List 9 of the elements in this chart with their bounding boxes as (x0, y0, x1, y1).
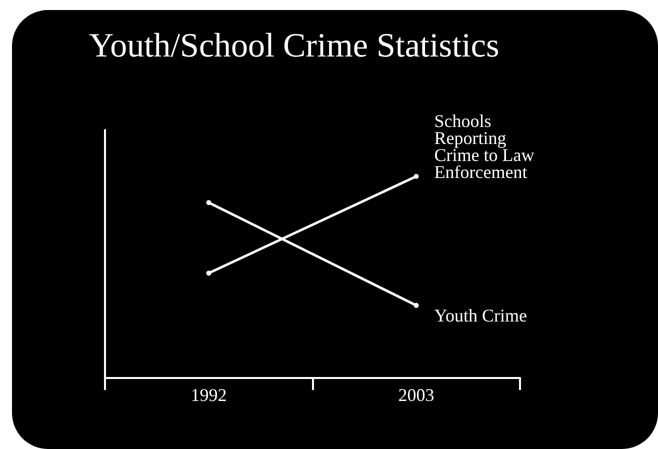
chart-title: Youth/School Crime Statistics (89, 28, 500, 64)
x-tick-label: 1992 (190, 385, 227, 405)
series-label: Schools Reporting Crime to Law Enforcement (434, 110, 539, 182)
series-label: Youth Crime (434, 305, 527, 326)
x-tick-label: 2003 (398, 385, 434, 405)
point (206, 200, 212, 206)
point (414, 302, 419, 308)
point (414, 174, 419, 179)
point (206, 270, 212, 276)
